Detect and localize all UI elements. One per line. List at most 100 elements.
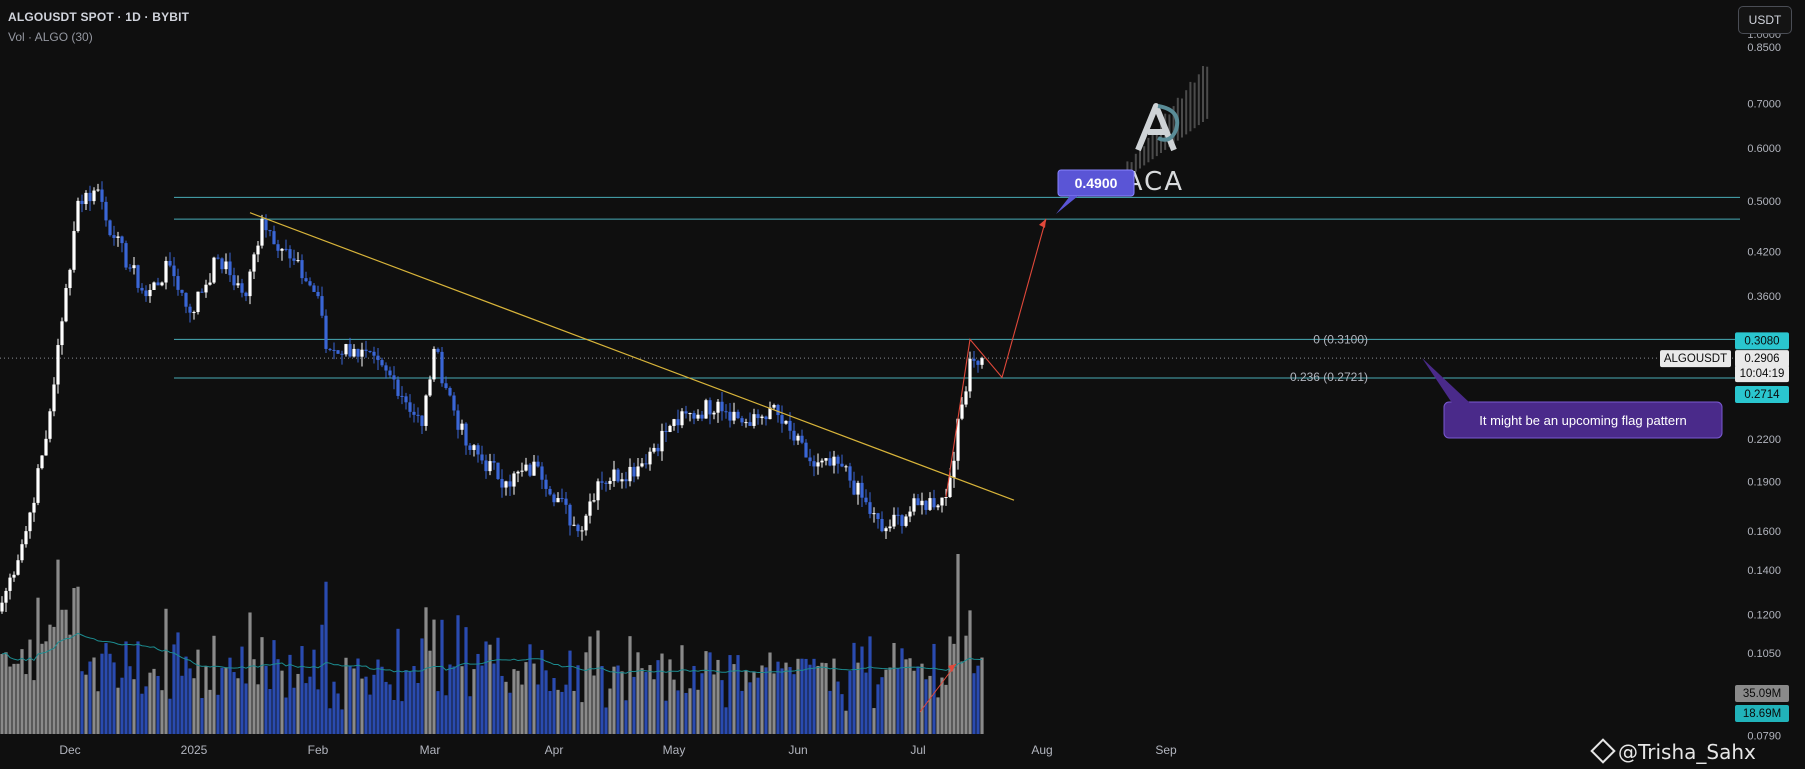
candle-body[interactable] (388, 370, 392, 376)
candle-body[interactable] (848, 466, 852, 481)
candle-body[interactable] (300, 260, 304, 279)
descending-trendline[interactable] (249, 212, 1015, 501)
candle-body[interactable] (216, 257, 220, 259)
candle-body[interactable] (0, 602, 4, 612)
candle-body[interactable] (892, 514, 896, 527)
candle-body[interactable] (472, 445, 476, 450)
candle-body[interactable] (420, 415, 424, 426)
candle-body[interactable] (484, 460, 488, 472)
candle-body[interactable] (128, 267, 132, 269)
candle-body[interactable] (72, 231, 76, 270)
candle-body[interactable] (796, 435, 800, 441)
candle-body[interactable] (936, 505, 940, 508)
candle-body[interactable] (576, 524, 580, 532)
candle-body[interactable] (608, 481, 612, 484)
candle-body[interactable] (600, 481, 604, 483)
candle-body[interactable] (868, 502, 872, 514)
candle-body[interactable] (960, 404, 964, 419)
candle-body[interactable] (880, 518, 884, 532)
candle-body[interactable] (660, 430, 664, 452)
candle-body[interactable] (28, 512, 32, 532)
candle-body[interactable] (192, 312, 196, 314)
candle-body[interactable] (236, 283, 240, 286)
candle-body[interactable] (356, 348, 360, 357)
candle-body[interactable] (376, 355, 380, 361)
candle-body[interactable] (332, 349, 336, 351)
candle-body[interactable] (784, 420, 788, 424)
candle-body[interactable] (524, 464, 528, 471)
candle-body[interactable] (152, 282, 156, 290)
candle-body[interactable] (160, 282, 164, 286)
candle-body[interactable] (904, 516, 908, 526)
candle-body[interactable] (704, 400, 708, 419)
candle-body[interactable] (80, 200, 84, 205)
candle-body[interactable] (456, 410, 460, 430)
candle-body[interactable] (176, 276, 180, 290)
candle-body[interactable] (488, 461, 492, 472)
candle-body[interactable] (800, 435, 804, 443)
candle-body[interactable] (8, 577, 12, 591)
candle-body[interactable] (64, 288, 68, 322)
candle-body[interactable] (580, 530, 584, 532)
candle-body[interactable] (284, 248, 288, 250)
candle-body[interactable] (108, 220, 112, 236)
candle-body[interactable] (84, 192, 88, 205)
candle-body[interactable] (572, 524, 576, 526)
candle-body[interactable] (764, 416, 768, 420)
candle-body[interactable] (624, 479, 628, 482)
candle-body[interactable] (568, 504, 572, 526)
candle-body[interactable] (676, 419, 680, 426)
candle-body[interactable] (832, 456, 836, 466)
candle-body[interactable] (756, 414, 760, 419)
candle-body[interactable] (232, 275, 236, 286)
candle-body[interactable] (280, 248, 284, 251)
candle-body[interactable] (616, 469, 620, 482)
candle-body[interactable] (12, 574, 16, 578)
candle-body[interactable] (260, 218, 264, 246)
target-box[interactable] (1057, 169, 1135, 197)
candle-body[interactable] (180, 289, 184, 293)
candle-body[interactable] (132, 265, 136, 269)
volume-arrow[interactable] (919, 663, 957, 713)
candle-body[interactable] (288, 249, 292, 259)
candle-body[interactable] (48, 411, 52, 439)
candle-body[interactable] (168, 260, 172, 266)
candle-body[interactable] (844, 466, 848, 468)
candle-body[interactable] (76, 200, 80, 232)
candle-body[interactable] (692, 413, 696, 419)
candle-body[interactable] (88, 192, 92, 202)
candle-body[interactable] (612, 469, 616, 482)
candle-body[interactable] (952, 460, 956, 478)
candle-body[interactable] (96, 189, 100, 191)
currency-button[interactable]: USDT (1738, 6, 1792, 34)
candle-body[interactable] (964, 391, 968, 405)
candle-body[interactable] (344, 344, 348, 355)
candle-body[interactable] (44, 438, 48, 456)
candle-body[interactable] (720, 401, 724, 412)
candle-body[interactable] (304, 278, 308, 282)
candle-body[interactable] (92, 190, 96, 202)
candle-body[interactable] (744, 422, 748, 424)
candle-body[interactable] (244, 292, 248, 297)
candle-body[interactable] (296, 260, 300, 262)
candle-body[interactable] (196, 291, 200, 313)
candle-body[interactable] (648, 451, 652, 465)
candle-body[interactable] (252, 254, 256, 272)
candle-body[interactable] (924, 500, 928, 510)
candle-body[interactable] (836, 456, 840, 464)
candle-body[interactable] (532, 461, 536, 476)
candle-body[interactable] (496, 462, 500, 479)
candle-body[interactable] (508, 481, 512, 487)
candle-body[interactable] (588, 501, 592, 516)
candle-body[interactable] (204, 284, 208, 293)
candle-body[interactable] (644, 463, 648, 465)
candle-body[interactable] (816, 462, 820, 467)
candle-body[interactable] (940, 497, 944, 506)
candle-body[interactable] (4, 590, 8, 603)
candle-body[interactable] (248, 271, 252, 297)
candle-body[interactable] (732, 411, 736, 421)
candle-body[interactable] (664, 430, 668, 432)
candle-body[interactable] (312, 285, 316, 292)
candle-body[interactable] (16, 560, 20, 575)
candle-body[interactable] (604, 482, 608, 484)
